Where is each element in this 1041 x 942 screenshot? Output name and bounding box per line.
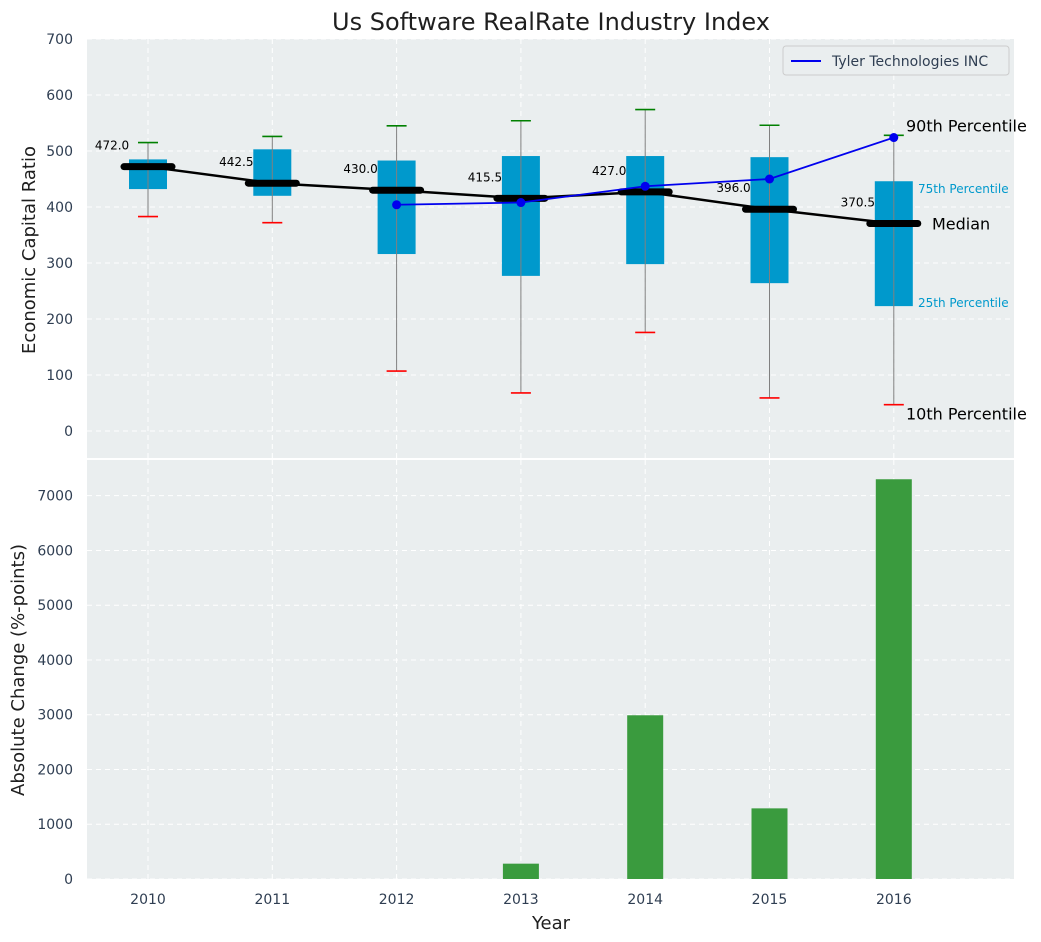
change-bars [502, 479, 912, 879]
x-tick-label: 2011 [254, 892, 290, 908]
change-bar [627, 715, 664, 879]
annotation-90th: 90th Percentile [906, 116, 1027, 135]
x-tick-label: 2016 [876, 892, 912, 908]
bottom-y-tick-label: 6000 [37, 543, 73, 559]
chart-title: Us Software RealRate Industry Index [332, 8, 770, 36]
bottom-y-tick-label: 0 [64, 872, 73, 888]
bottom-y-tick-label: 7000 [37, 489, 73, 505]
top-y-tick-label: 200 [46, 312, 73, 328]
median-value-label: 427.0 [592, 164, 626, 178]
company-point [889, 133, 899, 143]
top-y-tick-label: 700 [46, 32, 73, 48]
annotation-10th: 10th Percentile [906, 405, 1027, 424]
median-value-label: 442.5 [219, 155, 253, 169]
bottom-y-axis-label: Absolute Change (%-points) [8, 544, 29, 796]
change-bar [875, 479, 912, 879]
top-y-tick-label: 100 [46, 368, 73, 384]
tick-labels: 0100200300400500600700010002000300040005… [37, 32, 911, 908]
top-panel-background [87, 39, 1014, 458]
annotation-75th: 75th Percentile [918, 182, 1009, 196]
median-value-label: 472.0 [95, 139, 129, 153]
legend-label-company: Tyler Technologies INC [831, 54, 988, 70]
bottom-y-tick-label: 2000 [37, 762, 73, 778]
company-series [392, 133, 899, 210]
change-bar [502, 863, 539, 879]
bottom-panel-background [87, 460, 1014, 879]
annotation-25th: 25th Percentile [918, 296, 1009, 310]
top-y-tick-label: 600 [46, 88, 73, 104]
company-point [765, 174, 774, 184]
legend: Tyler Technologies INC [782, 45, 1010, 76]
company-point [392, 200, 402, 210]
bottom-y-tick-label: 1000 [37, 817, 73, 833]
top-y-tick-label: 0 [64, 424, 73, 440]
median-value-label: 415.5 [468, 170, 502, 184]
top-y-tick-label: 500 [46, 144, 73, 160]
median-value-label: 430.0 [343, 162, 377, 176]
top-y-tick-label: 400 [46, 200, 73, 216]
company-point [516, 198, 526, 208]
company-point [640, 181, 650, 191]
change-bar [751, 808, 788, 879]
x-tick-label: 2010 [130, 892, 166, 908]
percentile-annotations: 90th Percentile 75th Percentile Median 25th… [906, 116, 1027, 423]
annotation-median: Median [932, 215, 990, 234]
top-y-axis-label: Economic Capital Ratio [19, 146, 40, 354]
x-tick-label: 2012 [379, 892, 415, 908]
x-axis-label: Year [531, 913, 571, 934]
x-tick-label: 2013 [503, 892, 539, 908]
bottom-y-tick-label: 5000 [37, 598, 73, 614]
bottom-y-tick-label: 4000 [37, 653, 73, 669]
x-tick-label: 2014 [627, 892, 663, 908]
top-y-tick-label: 300 [46, 256, 73, 272]
percentile-boxes [129, 108, 913, 406]
x-tick-label: 2015 [752, 892, 788, 908]
median-value-label: 396.0 [716, 181, 750, 195]
legend-box [782, 45, 1010, 76]
bottom-y-tick-label: 3000 [37, 708, 73, 724]
median-value-label: 370.5 [841, 196, 875, 210]
